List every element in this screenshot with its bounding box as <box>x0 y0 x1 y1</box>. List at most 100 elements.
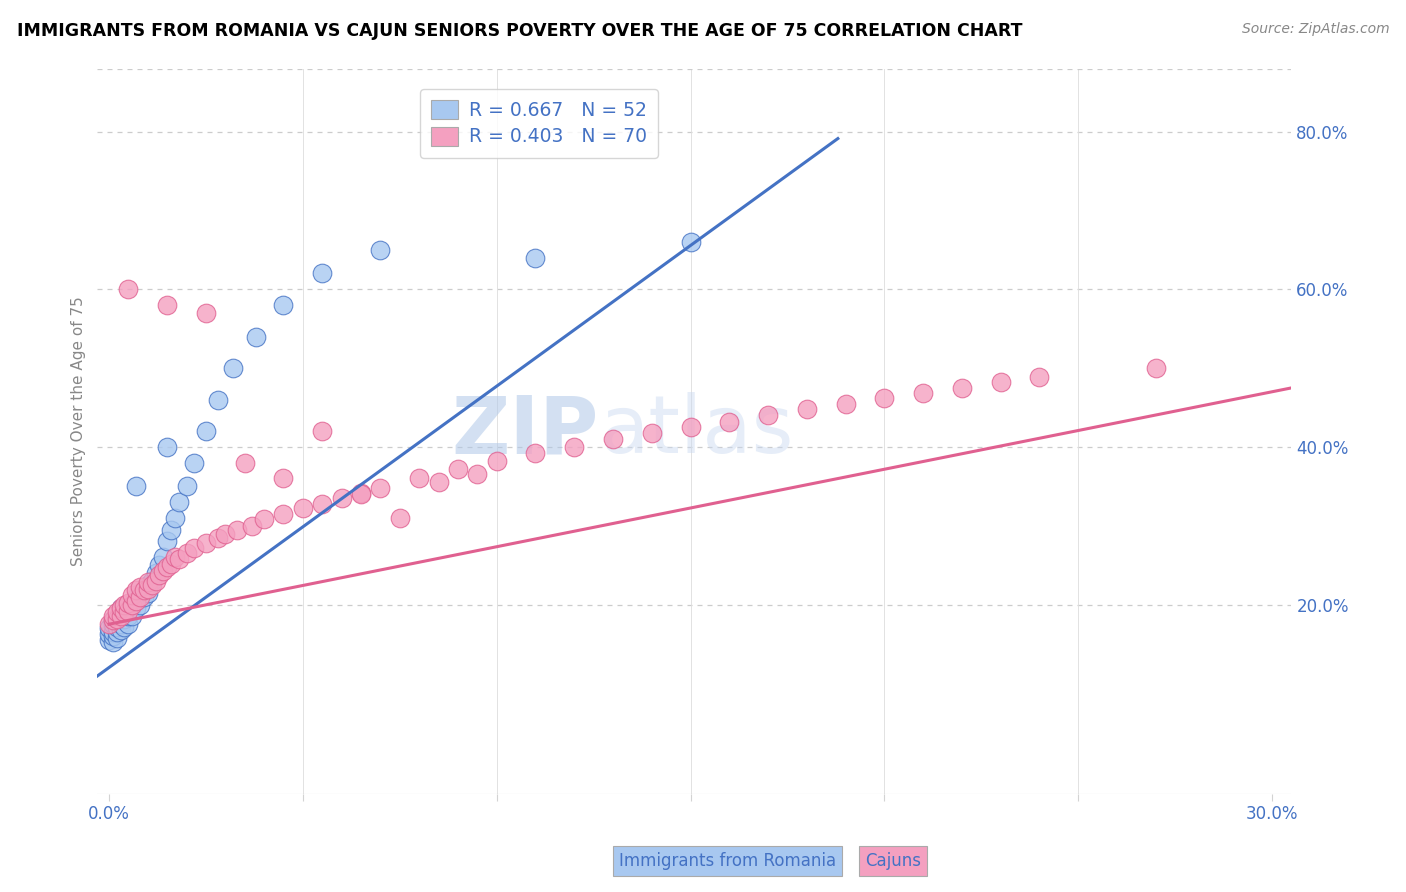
Y-axis label: Seniors Poverty Over the Age of 75: Seniors Poverty Over the Age of 75 <box>72 296 86 566</box>
Point <box>291 501 314 516</box>
Point <box>242 518 264 533</box>
Point <box>207 392 229 407</box>
Point <box>160 557 183 571</box>
Point <box>163 510 186 524</box>
Point <box>105 625 128 640</box>
Point <box>176 546 198 560</box>
Point <box>330 491 353 505</box>
Point <box>98 627 121 641</box>
Point <box>950 381 973 395</box>
Point <box>311 497 333 511</box>
Point <box>136 575 159 590</box>
Point <box>125 479 148 493</box>
Text: atlas: atlas <box>599 392 793 470</box>
Point <box>273 471 295 485</box>
Point <box>121 588 143 602</box>
Point <box>990 376 1012 390</box>
Point <box>141 578 163 592</box>
Point <box>145 574 167 588</box>
Point <box>110 601 132 615</box>
Point <box>136 578 159 592</box>
Point <box>129 598 152 612</box>
Point <box>117 282 139 296</box>
Text: Source: ZipAtlas.com: Source: ZipAtlas.com <box>1241 22 1389 37</box>
Point <box>105 619 128 633</box>
Text: Immigrants from Romania: Immigrants from Romania <box>619 852 835 870</box>
Point <box>222 361 245 376</box>
Point <box>427 475 450 490</box>
Point <box>873 391 896 405</box>
Point <box>562 440 585 454</box>
Point <box>167 495 190 509</box>
Point <box>117 617 139 632</box>
Point <box>233 456 256 470</box>
Point <box>245 329 267 343</box>
Point <box>136 582 159 596</box>
Point <box>148 558 170 573</box>
Point <box>1144 361 1167 376</box>
Point <box>125 601 148 615</box>
Point <box>132 583 155 598</box>
Point <box>125 583 148 598</box>
Point <box>114 598 136 612</box>
Point <box>101 617 124 632</box>
Legend: R = 0.667   N = 52, R = 0.403   N = 70: R = 0.667 N = 52, R = 0.403 N = 70 <box>420 89 658 158</box>
Point <box>388 510 411 524</box>
Point <box>117 598 139 612</box>
Point <box>183 456 205 470</box>
Point <box>756 409 779 423</box>
Point <box>110 601 132 615</box>
Point <box>110 623 132 637</box>
Point <box>121 609 143 624</box>
Point <box>114 612 136 626</box>
Point <box>1028 370 1050 384</box>
Point <box>524 251 547 265</box>
Point <box>167 551 190 566</box>
Point <box>105 612 128 626</box>
Point <box>834 396 856 410</box>
Point <box>214 526 236 541</box>
Text: IMMIGRANTS FROM ROMANIA VS CAJUN SENIORS POVERTY OVER THE AGE OF 75 CORRELATION : IMMIGRANTS FROM ROMANIA VS CAJUN SENIORS… <box>17 22 1022 40</box>
Point <box>408 471 430 485</box>
Point <box>350 485 373 500</box>
Point <box>136 585 159 599</box>
Point <box>125 593 148 607</box>
Point <box>152 565 174 579</box>
Point <box>350 487 373 501</box>
Point <box>101 629 124 643</box>
Point <box>145 566 167 580</box>
Point <box>117 609 139 624</box>
Point <box>311 267 333 281</box>
Point <box>160 523 183 537</box>
Point <box>194 424 217 438</box>
Point <box>129 590 152 604</box>
Point <box>176 479 198 493</box>
Point <box>98 632 121 647</box>
Point <box>117 604 139 618</box>
Point <box>105 631 128 645</box>
Point <box>207 531 229 545</box>
Point <box>679 235 702 249</box>
Point <box>110 609 132 624</box>
Point <box>226 523 249 537</box>
Point <box>141 574 163 588</box>
Point <box>101 625 124 640</box>
Text: Cajuns: Cajuns <box>865 852 921 870</box>
Point <box>114 619 136 633</box>
Point <box>156 559 179 574</box>
Point <box>370 481 392 495</box>
Point <box>98 621 121 635</box>
Point <box>485 454 508 468</box>
Point <box>447 462 470 476</box>
Point <box>796 402 818 417</box>
Point <box>98 617 121 632</box>
Point <box>105 612 128 626</box>
Point <box>101 613 124 627</box>
Point <box>156 298 179 312</box>
Point <box>114 606 136 620</box>
Point <box>641 425 664 440</box>
Point <box>156 440 179 454</box>
Point <box>125 590 148 604</box>
Point <box>273 298 295 312</box>
Point <box>679 420 702 434</box>
